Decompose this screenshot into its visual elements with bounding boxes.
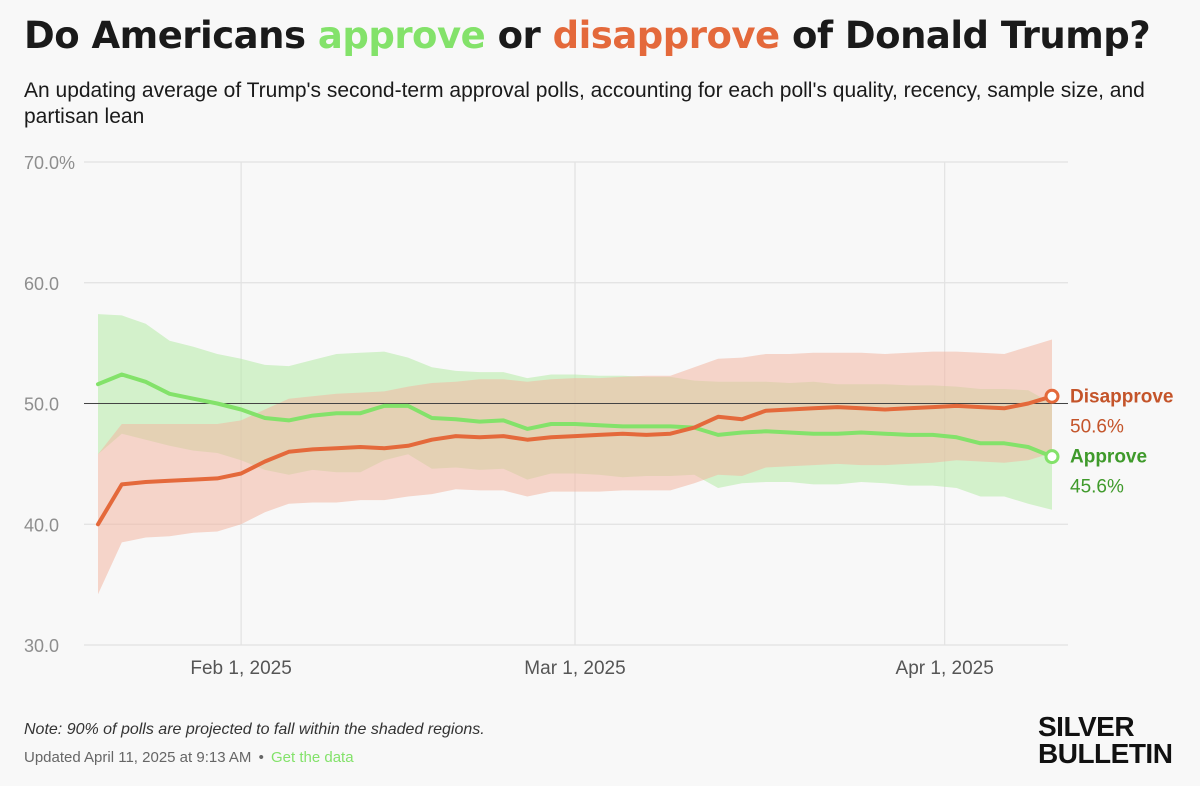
approve-end-marker xyxy=(1044,449,1060,465)
title-suffix: of Donald Trump? xyxy=(779,14,1151,57)
disapprove-end-marker xyxy=(1044,388,1060,404)
y-tick-label: 40.0 xyxy=(24,515,59,535)
chart-title: Do Americans approve or disapprove of Do… xyxy=(24,14,1151,57)
disapprove-line xyxy=(96,394,1054,527)
updated-timestamp: Updated April 11, 2025 at 9:13 AM xyxy=(24,749,252,766)
get-data-link[interactable]: Get the data xyxy=(271,749,354,766)
x-tick-label: Apr 1, 2025 xyxy=(896,658,994,679)
title-middle: or xyxy=(485,14,553,57)
disapprove-label: Disapprove xyxy=(1070,386,1173,407)
approve-value: 45.6% xyxy=(1070,477,1124,498)
title-prefix: Do Americans xyxy=(24,14,318,57)
y-tick-label: 50.0 xyxy=(24,395,59,415)
updated-line: Updated April 11, 2025 at 9:13 AM • Get … xyxy=(24,749,354,766)
series-lines xyxy=(84,372,1068,527)
x-tick-label: Feb 1, 2025 xyxy=(190,658,291,679)
approve-label: Approve xyxy=(1070,447,1147,468)
silver-bulletin-logo: SILVER BULLETIN xyxy=(1038,711,1173,769)
title-disapprove-word: disapprove xyxy=(552,14,781,57)
x-tick-label: Mar 1, 2025 xyxy=(524,658,625,679)
y-tick-label: 60.0 xyxy=(24,274,59,294)
separator-dot: • xyxy=(258,749,264,766)
disapprove-value: 50.6% xyxy=(1070,416,1124,437)
y-tick-label: 70.0% xyxy=(24,153,75,173)
chart-subtitle: An updating average of Trump's second-te… xyxy=(24,79,1145,128)
series-end-labels: Approve 45.6% Disapprove 50.6% xyxy=(1044,386,1173,498)
approve-line xyxy=(96,372,1054,459)
footnote: Note: 90% of polls are projected to fall… xyxy=(24,721,485,738)
logo-line-2: BULLETIN xyxy=(1038,738,1173,769)
logo-line-1: SILVER xyxy=(1038,711,1135,742)
title-approve-word: approve xyxy=(317,14,486,57)
y-tick-label: 30.0 xyxy=(24,636,59,656)
